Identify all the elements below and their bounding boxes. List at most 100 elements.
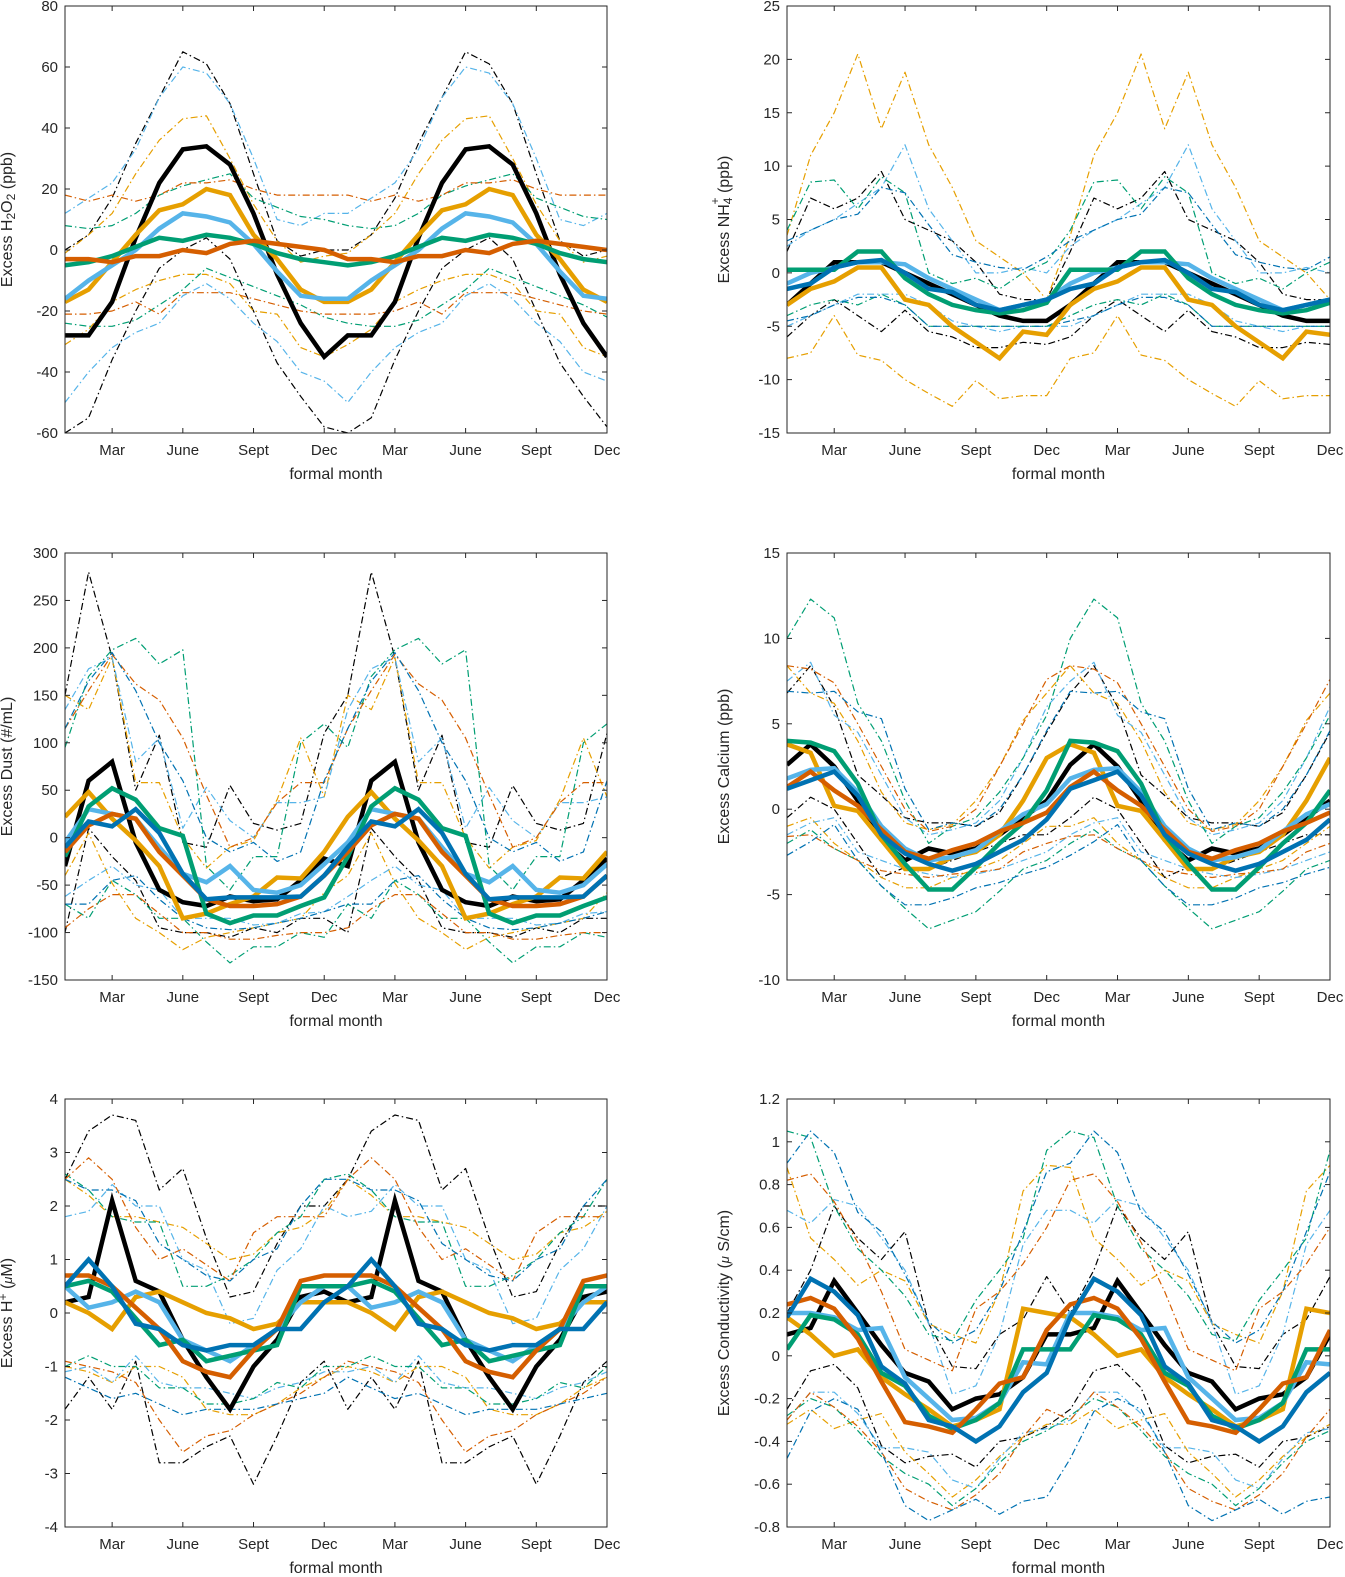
y-tick-label: 0 [50, 830, 58, 847]
y-tick-label: -150 [28, 972, 58, 989]
y-tick-label: -3 [45, 1466, 58, 1483]
y-tick-label: 5 [772, 716, 780, 733]
series-green-mean [65, 232, 607, 268]
y-tick-label: 250 [33, 592, 58, 609]
series-green-mean [787, 1312, 1330, 1432]
series-blue-lower-bound [65, 1376, 607, 1416]
y-tick-label: 3 [50, 1145, 58, 1162]
x-axis-label: formal month [289, 1560, 382, 1577]
x-tick-label: Mar [1105, 989, 1131, 1006]
x-axis-label: formal month [1012, 1560, 1105, 1577]
series-blue-mean [65, 1256, 607, 1353]
x-tick-label: Dec [594, 989, 621, 1006]
panel-nh4: Mar June Sept Dec Mar June Sept Dec -15 -10 -5 0 5 10… [708, 0, 1343, 483]
axes-box [64, 552, 608, 981]
series-orange-lower-bound [65, 832, 607, 951]
y-tick-label: 150 [33, 687, 58, 704]
series-orange-upper-bound [65, 656, 607, 869]
x-tick-label: June [889, 989, 922, 1006]
series-lightblue-lower-bound [65, 1355, 607, 1400]
series-lightblue-lower-bound [65, 283, 607, 404]
series-green-mean [787, 249, 1330, 316]
y-tick-label: 0 [50, 242, 58, 259]
x-tick-label: Dec [1033, 989, 1060, 1006]
y-tick-label: 0.4 [759, 1262, 780, 1279]
x-tick-label: Sept [238, 442, 270, 459]
x-tick-label: Sept [521, 1536, 553, 1553]
series-lightblue-mean [65, 806, 607, 895]
y-axis-label: Excess Conductivity (μ S/cm) [716, 1210, 733, 1416]
x-tick-label: Mar [382, 989, 408, 1006]
series-green-lower-bound [65, 1355, 607, 1405]
axes-box [786, 552, 1331, 981]
x-axis-label: formal month [1012, 466, 1105, 483]
x-tick-label: Mar [1105, 442, 1131, 459]
x-tick-label: Mar [382, 442, 408, 459]
x-tick-label: Mar [1105, 1536, 1131, 1553]
x-tick-label: June [449, 989, 482, 1006]
y-tick-label: 0 [50, 1305, 58, 1322]
series-vermillion-lower-bound [65, 893, 607, 940]
y-tick-label: -40 [36, 364, 58, 381]
y-axis-label: Excess NH4+ (ppb) [708, 156, 735, 284]
y-tick-label: -20 [36, 303, 58, 320]
series-black-mean [65, 143, 607, 361]
y-tick-label: 2 [50, 1198, 58, 1215]
series-vermillion-mean [65, 238, 607, 265]
y-tick-label: -10 [758, 972, 780, 989]
series-orange-lower-bound [787, 817, 1330, 889]
series-orange-upper-bound [787, 53, 1330, 301]
y-tick-label: -0.2 [754, 1391, 780, 1408]
series-black-lower-bound [787, 1363, 1330, 1468]
series-orange-upper-bound [65, 1178, 607, 1261]
y-tick-label: 0 [772, 265, 780, 282]
y-tick-label: 15 [763, 545, 780, 562]
x-tick-label: Mar [99, 1536, 125, 1553]
series-orange-upper-bound [787, 1164, 1330, 1344]
y-tick-label: 0 [772, 1348, 780, 1365]
x-axis-label: formal month [289, 466, 382, 483]
y-tick-label: -1 [45, 1359, 58, 1376]
y-tick-label: 0.2 [759, 1305, 780, 1322]
y-tick-label: 0.8 [759, 1177, 780, 1194]
plot-area [787, 53, 1330, 407]
series-vermillion-mean [65, 1273, 607, 1380]
x-tick-label: Sept [960, 989, 992, 1006]
x-tick-label: Sept [960, 442, 992, 459]
panel-calcium: Mar June Sept Dec Mar June Sept Dec -10 -5 0 5 10 15 f… [716, 545, 1344, 1030]
x-tick-label: Dec [1317, 442, 1344, 459]
x-tick-label: Mar [821, 1536, 847, 1553]
series-black-upper-bound [65, 1114, 607, 1298]
y-tick-label: -0.4 [754, 1433, 780, 1450]
series-blue-mean [787, 257, 1330, 313]
x-tick-label: June [1172, 1536, 1205, 1553]
series-vermillion-lower-bound [65, 1360, 607, 1453]
x-tick-label: June [449, 1536, 482, 1553]
x-tick-label: Dec [594, 442, 621, 459]
series-orange-lower-bound [787, 315, 1330, 407]
x-tick-label: Sept [1244, 1536, 1276, 1553]
series-green-upper-bound [787, 1130, 1330, 1342]
series-lightblue-lower-bound [787, 817, 1330, 879]
panel-dust: Mar June Sept Dec Mar June Sept Dec -150 -100 -50 0… [0, 545, 621, 1030]
y-tick-label: 60 [41, 59, 58, 76]
series-black-upper-bound [787, 170, 1330, 301]
series-green-mean [65, 1278, 607, 1364]
y-axis-label: Excess H+ (μM) [0, 1258, 16, 1368]
x-tick-label: Dec [1317, 1536, 1344, 1553]
y-tick-label: -100 [28, 925, 58, 942]
series-green-upper-bound [787, 598, 1330, 845]
y-axis-label: Excess H2O2 (ppb) [0, 152, 18, 287]
series-green-lower-bound [787, 829, 1330, 930]
y-tick-label: 1.2 [759, 1091, 780, 1108]
x-tick-label: Dec [594, 1536, 621, 1553]
series-green-upper-bound [787, 176, 1330, 290]
y-tick-label: 200 [33, 640, 58, 657]
x-tick-label: June [889, 442, 922, 459]
series-orange-mean [787, 265, 1330, 362]
y-tick-label: 5 [772, 212, 780, 229]
series-blue-upper-bound [787, 1130, 1330, 1344]
x-tick-label: Mar [821, 989, 847, 1006]
y-tick-label: -15 [758, 425, 780, 442]
y-tick-label: 1 [50, 1252, 58, 1269]
